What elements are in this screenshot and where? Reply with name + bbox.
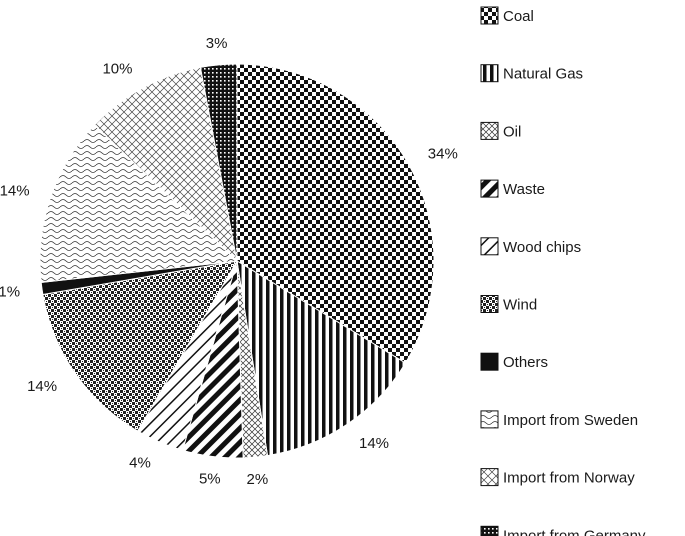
legend-swatch — [480, 121, 499, 140]
legend-item: Import from Norway — [480, 468, 635, 487]
value-label: 5% — [199, 470, 221, 487]
value-label: 2% — [247, 471, 269, 488]
legend-label: Import from Norway — [503, 470, 635, 487]
legend-swatch — [480, 179, 499, 198]
legend-item: Others — [480, 352, 548, 371]
legend-item: Coal — [480, 6, 534, 25]
legend-label: Wood chips — [503, 239, 581, 256]
legend-item: Waste — [480, 179, 545, 198]
legend-swatch — [480, 410, 499, 429]
legend-item: Natural Gas — [480, 64, 583, 83]
value-label: 14% — [0, 183, 30, 200]
legend-swatch — [480, 295, 499, 313]
legend-item: Import from Sweden — [480, 410, 638, 429]
legend-label: Others — [503, 354, 548, 371]
legend-label: Wind — [503, 297, 537, 314]
value-label: 3% — [206, 35, 228, 52]
legend-label: Coal — [503, 8, 534, 25]
value-label: 10% — [102, 61, 132, 78]
value-label: 14% — [359, 435, 389, 452]
legend-label: Waste — [503, 181, 545, 198]
legend-item: Import from Germany — [480, 525, 646, 536]
legend-item: Oil — [480, 121, 521, 140]
value-label: 1% — [0, 284, 20, 301]
legend-label: Import from Sweden — [503, 412, 638, 429]
legend-item: Wood chips — [480, 237, 581, 256]
legend-swatch — [480, 237, 499, 256]
legend-item: Wind — [480, 295, 537, 314]
legend-swatch — [480, 64, 499, 83]
legend-label: Oil — [503, 123, 521, 140]
legend: Coal Natural Gas Oil Waste Wood chips Wind Oth… — [480, 6, 646, 536]
legend-swatch — [480, 6, 499, 25]
pie-value-labels: 34% 14% 2% 5% 4% 14% 1% 14% 10% 3% — [0, 35, 458, 488]
pie-outline — [39, 63, 435, 459]
legend-swatch — [480, 352, 499, 371]
value-label: 14% — [27, 378, 57, 395]
legend-swatch — [480, 468, 499, 487]
legend-swatch — [480, 525, 499, 536]
legend-label: Import from Germany — [503, 527, 646, 536]
pie-slices — [39, 63, 435, 459]
legend-label: Natural Gas — [503, 66, 583, 83]
value-label: 34% — [428, 146, 458, 163]
value-label: 4% — [129, 454, 151, 471]
